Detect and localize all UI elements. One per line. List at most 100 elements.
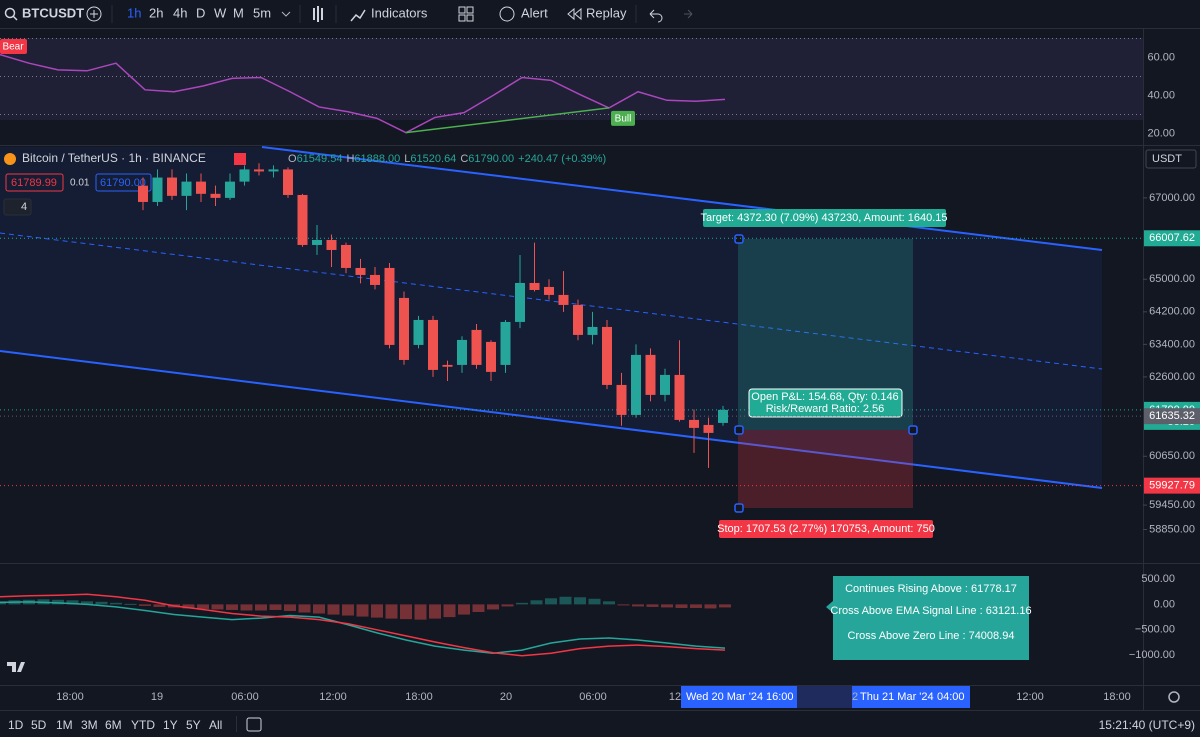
stop-label-bg <box>719 520 933 538</box>
price-label-bg <box>1144 230 1200 247</box>
date-range-icon[interactable] <box>246 717 262 732</box>
candle-body <box>529 282 540 290</box>
undo[interactable] <box>649 9 663 23</box>
range-button[interactable]: All <box>209 718 222 732</box>
rsi-tick-label: 20.00 <box>1147 127 1175 139</box>
replay-icon[interactable] <box>567 7 582 21</box>
interval[interactable]: M <box>233 5 244 20</box>
redo[interactable] <box>684 9 693 19</box>
time-mark-bg <box>852 686 970 708</box>
add-symbol[interactable] <box>86 6 102 22</box>
indicator-count-box[interactable] <box>3 198 32 216</box>
macd-tick-label: 0.00 <box>1154 598 1175 610</box>
interval[interactable]: 4h <box>173 5 187 20</box>
candle-body <box>167 177 177 196</box>
macd-histogram <box>690 604 702 608</box>
indicators-button[interactable]: Indicators <box>371 5 428 20</box>
currency[interactable]: USDT <box>1152 153 1182 165</box>
candle-body <box>587 326 598 335</box>
macd-histogram <box>545 598 557 605</box>
range-button[interactable]: YTD <box>131 718 155 732</box>
pnl-label: Open P&L: 154.68, Qty: 0.146 <box>751 391 898 403</box>
range-button[interactable]: 1M <box>56 718 73 732</box>
candle-body <box>181 181 192 196</box>
candle-body <box>544 286 554 295</box>
macd-histogram <box>66 600 79 605</box>
macd-line <box>0 601 726 654</box>
interval-dropdown[interactable] <box>281 11 291 17</box>
handle[interactable] <box>908 425 918 435</box>
ohlc-change: +240.47 (+0.39%) <box>518 153 606 165</box>
settings[interactable] <box>1168 691 1180 703</box>
ohlc-value: 61549.54 <box>297 153 343 165</box>
candle-body <box>413 319 424 345</box>
macd-histogram <box>52 599 64 605</box>
channel-lower[interactable] <box>0 350 1103 489</box>
macd-histogram <box>211 604 224 610</box>
x-tick-label: 12:00 <box>1016 691 1044 703</box>
ohlc-key: H <box>346 153 354 165</box>
channel-upper[interactable] <box>261 146 1103 251</box>
time-mark-date: Thu 21 Mar '24 <box>860 691 934 703</box>
tv-logo[interactable] <box>7 662 25 672</box>
time-mark-time: 16:00 <box>766 691 794 703</box>
replay-button[interactable]: Replay <box>586 5 627 20</box>
search-icon[interactable] <box>4 7 16 19</box>
stop-zone[interactable] <box>738 430 913 508</box>
range-button[interactable]: 1D <box>8 718 24 732</box>
macd-histogram <box>617 604 630 606</box>
handle[interactable] <box>734 234 744 244</box>
macd-histogram <box>240 604 253 611</box>
symbol[interactable]: BTCUSDT <box>22 5 84 20</box>
x-tick-label: 06:00 <box>231 691 259 703</box>
currency-select[interactable] <box>1145 149 1197 169</box>
time-range <box>797 686 852 708</box>
candle-body <box>239 169 250 182</box>
range-button[interactable]: 1Y <box>163 718 178 732</box>
layouts-icon[interactable] <box>458 6 466 14</box>
range-button[interactable]: 3M <box>81 718 98 732</box>
price-label-bg <box>1144 408 1200 425</box>
macd-histogram <box>414 604 427 620</box>
candle-body <box>152 177 163 202</box>
rsi-tick-label: 60.00 <box>1147 51 1175 63</box>
sell-price[interactable]: 61789.99 <box>11 177 57 189</box>
x-tick-label: 19 <box>151 691 163 703</box>
macd-histogram <box>487 604 499 610</box>
alert-popup <box>833 576 1029 660</box>
candle-body <box>297 194 308 245</box>
alert-button[interactable]: Alert <box>521 5 548 20</box>
x-tick-label: 12 <box>669 691 681 703</box>
interval[interactable]: 5m <box>253 5 271 20</box>
candle-body <box>558 294 569 305</box>
macd-histogram <box>81 601 93 605</box>
sell-box[interactable] <box>5 173 64 192</box>
y-tick-label: 65000.00 <box>1149 273 1195 285</box>
ohlc-legend: O61549.54 H61888.00 L61520.64 C61790.00 +240… <box>288 153 606 165</box>
ohlc-value: 61790.00 <box>468 153 514 165</box>
candle-body <box>674 374 685 420</box>
range-button[interactable]: 5D <box>31 718 47 732</box>
x-tick-label: 20 <box>500 691 512 703</box>
indicators-icon[interactable] <box>350 9 366 22</box>
interval[interactable]: W <box>214 5 227 20</box>
y-tick-label: 62600.00 <box>1149 371 1195 383</box>
interval[interactable]: 1h <box>127 5 141 20</box>
buy-price[interactable]: 61790.00 <box>100 177 146 189</box>
candle-body <box>442 364 453 367</box>
candle-body <box>703 424 714 433</box>
candle-body <box>486 341 496 372</box>
buy-box[interactable] <box>95 173 152 192</box>
range-button[interactable]: 5Y <box>186 718 201 732</box>
handle[interactable] <box>734 503 744 513</box>
indicator-count[interactable]: 4 <box>21 201 27 213</box>
interval[interactable]: D <box>196 5 205 20</box>
macd-histogram <box>342 604 354 616</box>
price-label-bg <box>1144 477 1200 494</box>
interval[interactable]: 2h <box>149 5 163 20</box>
alert-icon[interactable] <box>499 6 515 22</box>
chart-type[interactable] <box>313 6 323 22</box>
range-button[interactable]: 6M <box>105 718 122 732</box>
handle[interactable] <box>734 425 744 435</box>
